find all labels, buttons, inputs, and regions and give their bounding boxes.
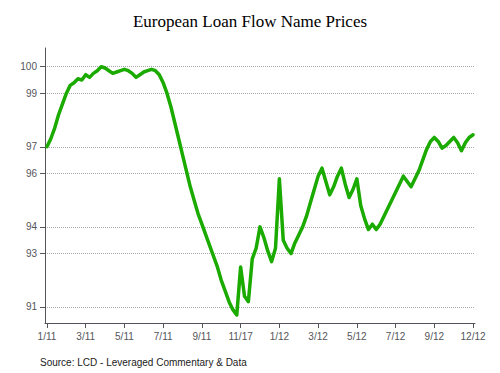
svg-text:93: 93	[26, 248, 38, 259]
svg-text:European Loan Flow Name Prices: European Loan Flow Name Prices	[133, 12, 367, 31]
svg-text:Source: LCD - Leveraged Commen: Source: LCD - Leveraged Commentary & Dat…	[40, 357, 247, 368]
svg-text:11/17: 11/17	[228, 331, 253, 342]
svg-text:91: 91	[26, 301, 38, 312]
svg-text:3/11: 3/11	[76, 331, 95, 342]
svg-text:1/11: 1/11	[38, 331, 57, 342]
svg-text:1/12: 1/12	[270, 331, 290, 342]
svg-text:96: 96	[26, 168, 38, 179]
svg-text:5/12: 5/12	[347, 331, 367, 342]
svg-text:3/12: 3/12	[308, 331, 328, 342]
svg-text:9/11: 9/11	[193, 331, 212, 342]
svg-text:9/12: 9/12	[425, 331, 445, 342]
svg-text:12/12: 12/12	[461, 331, 486, 342]
svg-text:97: 97	[26, 141, 38, 152]
svg-text:5/11: 5/11	[115, 331, 134, 342]
svg-text:7/12: 7/12	[386, 331, 406, 342]
svg-text:99: 99	[26, 88, 38, 99]
svg-text:94: 94	[26, 221, 38, 232]
svg-text:7/11: 7/11	[154, 331, 173, 342]
svg-text:100: 100	[20, 61, 37, 72]
